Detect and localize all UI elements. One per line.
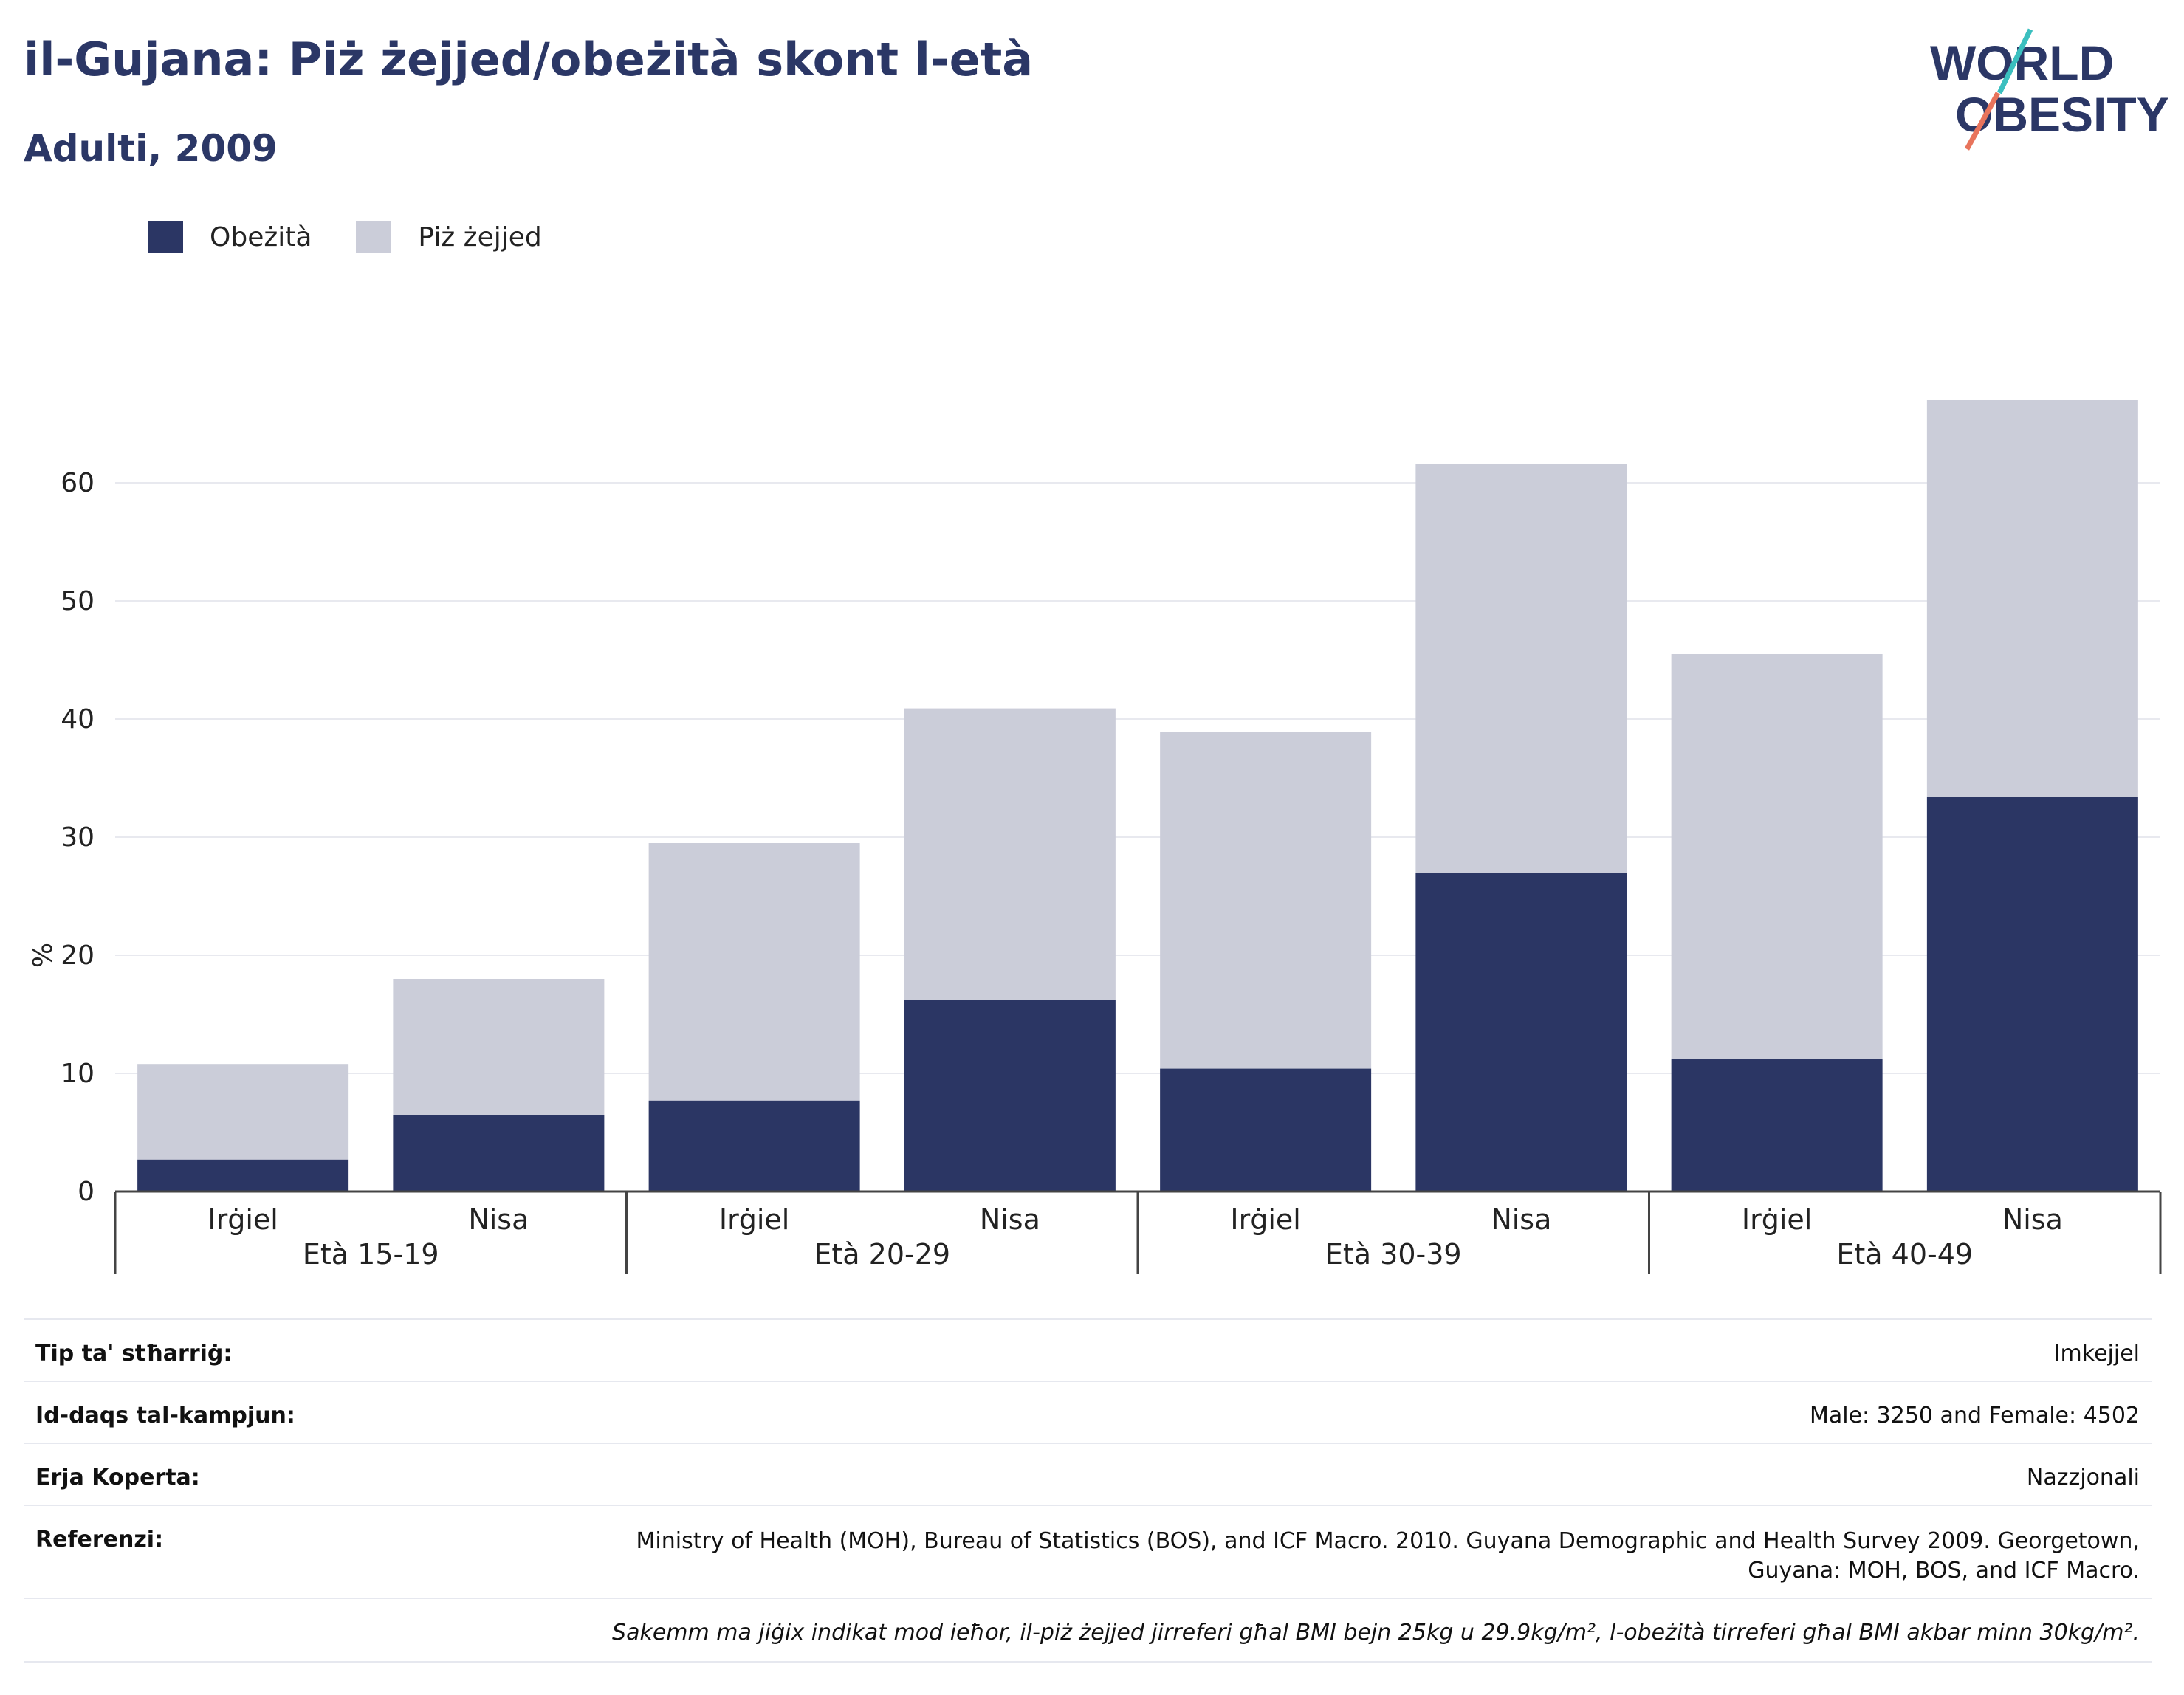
info-table: Tip ta' stħarriġ: Imkejjel Id-daqs tal-k…	[24, 1318, 2152, 1663]
svg-text:OBESITY: OBESITY	[1955, 87, 2169, 142]
legend-swatch-obesity	[148, 221, 183, 253]
x-tick-label: Irġiel	[1230, 1203, 1300, 1236]
info-row-note: Sakemm ma jiġix indikat mod ieħor, il-pi…	[24, 1598, 2152, 1663]
bar-overweight	[1926, 400, 2138, 797]
y-tick-label: 50	[61, 586, 95, 616]
info-row-references: Referenzi: Ministry of Health (MOH), Bur…	[24, 1505, 2152, 1598]
info-value: Nazzjonali	[2026, 1465, 2140, 1491]
info-row-survey-type: Tip ta' stħarriġ: Imkejjel	[24, 1318, 2152, 1381]
x-tick-label: Irġiel	[207, 1203, 278, 1236]
legend-label-obesity: Obeżità	[210, 221, 312, 252]
group-label: Età 40-49	[1836, 1238, 1973, 1271]
bar-overweight	[137, 1064, 349, 1160]
info-row-sample-size: Id-daqs tal-kampjun: Male: 3250 and Fema…	[24, 1381, 2152, 1443]
info-row-area-covered: Erja Koperta: Nazzjonali	[24, 1443, 2152, 1505]
bar-overweight	[393, 979, 605, 1115]
bar-obesity	[137, 1159, 349, 1192]
x-tick-label: Irġiel	[719, 1203, 789, 1236]
x-tick-label: Nisa	[2002, 1203, 2063, 1236]
definition-note: Sakemm ma jiġix indikat mod ieħor, il-pi…	[612, 1620, 2140, 1646]
info-value: Imkejjel	[2053, 1341, 2140, 1366]
y-axis-label: %	[28, 943, 58, 968]
info-key: Tip ta' stħarriġ:	[35, 1341, 233, 1366]
y-tick-label: 60	[61, 468, 95, 498]
bar-overweight	[1671, 654, 1883, 1059]
y-tick-label: 30	[61, 822, 95, 853]
bar-obesity	[1160, 1068, 1372, 1192]
y-tick-label: 10	[61, 1059, 95, 1089]
legend-label-overweight: Piż żejjed	[418, 221, 542, 252]
bar-obesity	[648, 1100, 860, 1192]
chart-title: il-Gujana: Piż żejjed/obeżità skont l-et…	[24, 32, 1034, 86]
legend-swatch-overweight	[356, 221, 392, 253]
bar-obesity	[1415, 873, 1627, 1192]
bar-overweight	[1415, 464, 1627, 873]
bar-obesity	[393, 1115, 605, 1192]
info-key: Referenzi:	[35, 1527, 164, 1553]
bar-overweight	[904, 708, 1116, 1000]
bar-chart: 0 10 20 30 40 50 60% Irġiel Nisa Irġiel Nisa Irġiel…	[28, 400, 2162, 1274]
x-tick-label: Nisa	[1491, 1203, 1551, 1236]
y-tick-label: 0	[78, 1177, 95, 1207]
legend-item-obesity: Obeżità	[148, 221, 312, 253]
bar-obesity	[1926, 797, 2138, 1192]
x-tick-label: Irġiel	[1742, 1203, 1812, 1236]
chart-subtitle: Adulti, 2009	[24, 127, 278, 170]
bar-obesity	[1671, 1059, 1883, 1192]
info-value: Male: 3250 and Female: 4502	[1809, 1403, 2140, 1428]
group-label: Età 30-39	[1325, 1238, 1462, 1271]
group-label: Età 15-19	[303, 1238, 439, 1271]
bar-obesity	[904, 1000, 1116, 1192]
info-key: Id-daqs tal-kampjun:	[35, 1403, 295, 1428]
x-tick-label: Nisa	[980, 1203, 1040, 1236]
group-label: Età 20-29	[814, 1238, 950, 1271]
info-value: Ministry of Health (MOH), Bureau of Stat…	[636, 1528, 2140, 1584]
y-tick-label: 40	[61, 704, 95, 735]
legend-item-overweight: Piż żejjed	[356, 221, 542, 253]
bar-overweight	[1160, 732, 1372, 1069]
world-obesity-logo: WORLD OBESITY	[1930, 28, 2169, 151]
chart-legend: Obeżità Piż żejjed	[148, 219, 586, 255]
y-tick-label: 20	[61, 941, 95, 971]
info-key: Erja Koperta:	[35, 1465, 200, 1491]
x-tick-label: Nisa	[468, 1203, 529, 1236]
bar-overweight	[648, 843, 860, 1101]
